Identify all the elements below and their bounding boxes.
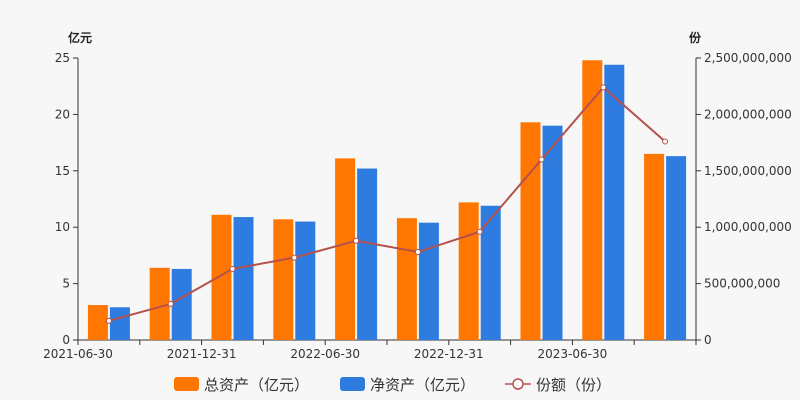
bar-total-assets[interactable] xyxy=(644,153,665,340)
bar-net-assets[interactable] xyxy=(295,221,316,340)
x-tick-label: 2023-06-30 xyxy=(538,347,608,361)
bar-net-assets[interactable] xyxy=(542,125,563,341)
legend-label-shares: 份额（份） xyxy=(536,376,611,394)
left-tick-label: 15 xyxy=(55,164,70,178)
point-shares[interactable] xyxy=(476,228,483,235)
bar-series xyxy=(87,60,687,341)
bar-net-assets[interactable] xyxy=(418,222,439,340)
legend-item-shares[interactable]: 份额（份） xyxy=(505,376,611,394)
point-shares[interactable] xyxy=(229,265,236,272)
right-tick-label: 1,500,000,000 xyxy=(704,164,792,178)
bar-total-assets[interactable] xyxy=(520,122,541,341)
bar-total-assets[interactable] xyxy=(87,305,108,340)
bar-net-assets[interactable] xyxy=(666,156,687,340)
right-tick-label: 1,000,000,000 xyxy=(704,220,792,234)
bar-total-assets[interactable] xyxy=(211,214,232,340)
point-shares[interactable] xyxy=(353,237,360,244)
legend-item-total-assets[interactable]: 总资产（亿元） xyxy=(174,376,309,394)
right-tick-label: 500,000,000 xyxy=(704,277,780,291)
left-axis: 亿元 xyxy=(68,30,92,340)
left-axis-ticks: 0 5 10 15 20 25 xyxy=(55,51,78,347)
left-tick-label: 10 xyxy=(55,220,70,234)
legend-label-net-assets: 净资产（亿元） xyxy=(370,376,475,394)
point-shares[interactable] xyxy=(414,249,421,256)
legend-swatch-net-assets xyxy=(340,377,365,391)
bar-total-assets[interactable] xyxy=(335,158,356,340)
legend-marker-shares xyxy=(512,378,524,390)
bar-net-assets[interactable] xyxy=(480,205,501,340)
right-tick-label: 2,500,000,000 xyxy=(704,51,792,65)
right-tick-label: 0 xyxy=(704,333,712,347)
left-tick-label: 25 xyxy=(55,51,70,65)
bar-net-assets[interactable] xyxy=(357,168,378,340)
left-tick-label: 5 xyxy=(62,277,70,291)
bar-total-assets[interactable] xyxy=(149,267,170,340)
left-axis-unit: 亿元 xyxy=(68,30,92,45)
bar-net-assets[interactable] xyxy=(233,217,254,340)
bar-net-assets[interactable] xyxy=(109,307,130,340)
point-shares[interactable] xyxy=(538,156,545,163)
line-shares xyxy=(108,85,666,322)
right-axis-unit: 份 xyxy=(689,30,702,45)
line-series xyxy=(105,84,669,324)
point-shares[interactable] xyxy=(662,138,669,145)
bar-total-assets[interactable] xyxy=(396,218,417,340)
left-tick-label: 20 xyxy=(55,107,70,121)
bar-total-assets[interactable] xyxy=(273,219,294,340)
x-axis-ticks: 2021-06-30 2021-12-31 2022-06-30 2022-12-31… xyxy=(43,340,697,361)
point-shares[interactable] xyxy=(105,317,112,324)
x-tick-label: 2022-12-31 xyxy=(414,347,484,361)
bar-net-assets[interactable] xyxy=(171,268,192,340)
point-shares[interactable] xyxy=(167,300,174,307)
right-tick-label: 2,000,000,000 xyxy=(704,107,792,121)
legend: 总资产（亿元） 净资产（亿元） 份额（份） xyxy=(174,376,611,394)
right-axis: 份 xyxy=(689,30,702,340)
legend-label-total-assets: 总资产（亿元） xyxy=(204,376,309,394)
legend-item-net-assets[interactable]: 净资产（亿元） xyxy=(340,376,475,394)
left-tick-label: 0 xyxy=(62,333,70,347)
right-axis-ticks: 0 500,000,000 1,000,000,000 1,500,000,000 2,… xyxy=(696,51,792,347)
x-tick-label: 2021-12-31 xyxy=(167,347,237,361)
x-tick-label: 2021-06-30 xyxy=(43,347,113,361)
x-tick-label: 2022-06-30 xyxy=(290,347,360,361)
bar-net-assets[interactable] xyxy=(604,64,625,340)
bar-total-assets[interactable] xyxy=(458,202,479,340)
point-shares[interactable] xyxy=(600,84,607,91)
point-shares[interactable] xyxy=(291,254,298,261)
legend-swatch-total-assets xyxy=(174,377,199,391)
bar-total-assets[interactable] xyxy=(582,60,603,340)
